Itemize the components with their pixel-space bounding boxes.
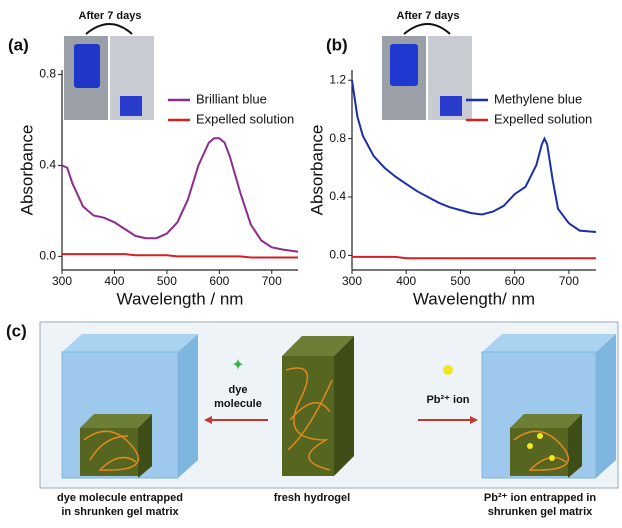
legend-label: Expelled solution: [494, 111, 592, 126]
legend-label: Methylene blue: [494, 91, 582, 106]
x-tick-label: 600: [209, 274, 229, 288]
y-tick-label: 0.8: [39, 67, 56, 81]
panel-label: (c): [6, 321, 27, 340]
x-tick-label: 700: [262, 274, 282, 288]
x-tick-label: 500: [450, 274, 470, 288]
caption: dye molecule entrapped: [57, 492, 183, 504]
svg-text:✦: ✦: [231, 357, 244, 374]
y-tick-label: 1.2: [329, 72, 346, 86]
series-line: [62, 253, 298, 259]
series-line: [351, 80, 597, 233]
arrow-label: Pb²⁺ ion: [426, 394, 469, 406]
inset-photos-b: [382, 23, 472, 120]
x-axis-title: Wavelength/ nm: [413, 289, 535, 308]
caption: fresh hydrogel: [274, 492, 350, 504]
x-tick-label: 400: [396, 274, 416, 288]
series-line: [352, 255, 596, 260]
arrow-label: dye: [229, 384, 248, 396]
x-tick-label: 700: [559, 274, 579, 288]
legend-label: Brilliant blue: [196, 91, 267, 106]
x-axis-title: Wavelength / nm: [117, 289, 244, 308]
diagram-panel: ✦: [39, 321, 619, 489]
panel-label: (a): [8, 35, 29, 54]
legend-label: Expelled solution: [196, 111, 294, 126]
x-tick-label: 600: [505, 274, 525, 288]
y-tick-label: 0.4: [329, 189, 346, 203]
x-tick-label: 500: [157, 274, 177, 288]
x-tick-label: 300: [342, 274, 362, 288]
inset-title: After 7 days: [79, 10, 142, 22]
y-tick-label: 0.4: [39, 158, 56, 172]
y-tick-label: 0.0: [39, 249, 56, 263]
inset-photos-a: [64, 23, 154, 120]
inset-title: After 7 days: [397, 10, 460, 22]
caption: in shrunken gel matrix: [61, 506, 179, 518]
series-line: [61, 137, 299, 253]
y-axis-title: Absorbance: [17, 125, 36, 216]
x-tick-label: 400: [104, 274, 124, 288]
arrow-label: molecule: [214, 398, 262, 410]
caption: Pb²⁺ ion entrapped in: [484, 492, 596, 504]
y-tick-label: 0.8: [329, 131, 346, 145]
y-axis-title: Absorbance: [307, 125, 326, 216]
y-tick-label: 0.0: [329, 248, 346, 262]
caption: shrunken gel matrix: [488, 506, 593, 518]
x-tick-label: 300: [52, 274, 72, 288]
panel-label: (b): [326, 35, 348, 54]
